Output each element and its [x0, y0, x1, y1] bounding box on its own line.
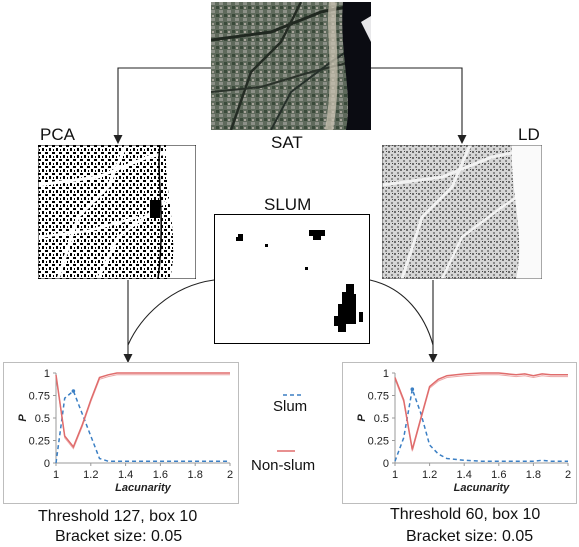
y-tick-label: 1: [44, 368, 50, 380]
sat-label: SAT: [271, 133, 303, 152]
x-tick-label: 1.8: [188, 469, 203, 481]
right-chart-panel: 0 0.25 0.5 0.75 1 1 1.2 1.4 1.6 1.8 2 Lacunarity P: [342, 362, 577, 504]
x-tick-label: 1.2: [83, 469, 98, 481]
y-tick-label: 0.75: [29, 391, 50, 403]
legend-nonslum-text: Non-slum: [251, 457, 316, 474]
right-lacunarity-chart: 0 0.25 0.5 0.75 1 1 1.2 1.4 1.6 1.8 2 Lacunarity P: [356, 368, 571, 494]
y-tick-label: 1: [383, 368, 389, 380]
ld-texture-image: [382, 145, 542, 279]
right-caption-threshold: Threshold 60, box 10: [390, 506, 541, 523]
slum-peak-point: [410, 387, 415, 391]
left-caption-threshold: Threshold 127, box 10: [38, 508, 198, 525]
x-tick-label: 1.2: [422, 469, 437, 481]
x-tick-label: 1.4: [118, 469, 133, 481]
y-tick-label: 0.5: [35, 413, 50, 425]
x-tick-label: 2: [227, 469, 233, 481]
nonslum-series-line: [55, 372, 230, 449]
slum-series-line: [55, 389, 230, 464]
y-tick-label: 0.25: [368, 436, 389, 448]
satellite-image: [211, 2, 371, 130]
y-tick-label: 0.75: [368, 391, 389, 403]
left-caption-bracket: Bracket size: 0.05: [55, 528, 183, 545]
ld-label: LD: [518, 125, 540, 144]
x-tick-label: 1.6: [491, 469, 506, 481]
sat-to-ld-arrow: [371, 67, 467, 144]
y-tick-label: 0.5: [374, 413, 389, 425]
legend: [277, 394, 302, 452]
x-tick-label: 1: [392, 469, 398, 481]
right-caption-bracket: Bracket size: 0.05: [406, 528, 534, 545]
slum-to-left-curve: [127, 279, 215, 346]
pca-label: PCA: [40, 125, 75, 144]
x-tick-label: 1.4: [457, 469, 472, 481]
slum-peak-point: [71, 389, 76, 393]
y-tick-label: 0: [383, 458, 389, 470]
y-tick-label: 0: [44, 458, 50, 470]
nonslum-series-line: [394, 372, 568, 450]
left-lacunarity-chart: 0 0.25 0.5 0.75 1 1 1.2 1.4 1.6 1.8 2 Lacunarity P: [17, 368, 233, 494]
slum-label: SLUM: [264, 195, 312, 214]
sat-to-pca-arrow: [113, 67, 211, 144]
left-chart-panel: 0 0.25 0.5 0.75 1 1 1.2 1.4 1.6 1.8 2 Lacunarity P: [3, 362, 239, 504]
slum-mask-image: [214, 214, 370, 344]
legend-slum-text: Slum: [273, 398, 308, 415]
pca-binary-image: [38, 145, 196, 279]
y-axis-label: P: [17, 414, 29, 422]
slum-series-line: [394, 386, 568, 462]
nonslum-series-shadow: [394, 374, 568, 452]
y-axis-label: P: [356, 414, 368, 422]
x-tick-label: 1.6: [153, 469, 168, 481]
slum-to-right-curve: [369, 279, 434, 346]
x-tick-label: 1.8: [526, 469, 541, 481]
x-tick-label: 1: [53, 469, 59, 481]
y-tick-label: 0.25: [29, 436, 50, 448]
nonslum-series-shadow: [55, 374, 230, 450]
x-tick-label: 2: [565, 469, 571, 481]
x-axis-label: Lacunarity: [115, 482, 172, 494]
x-axis-label: Lacunarity: [454, 482, 511, 494]
